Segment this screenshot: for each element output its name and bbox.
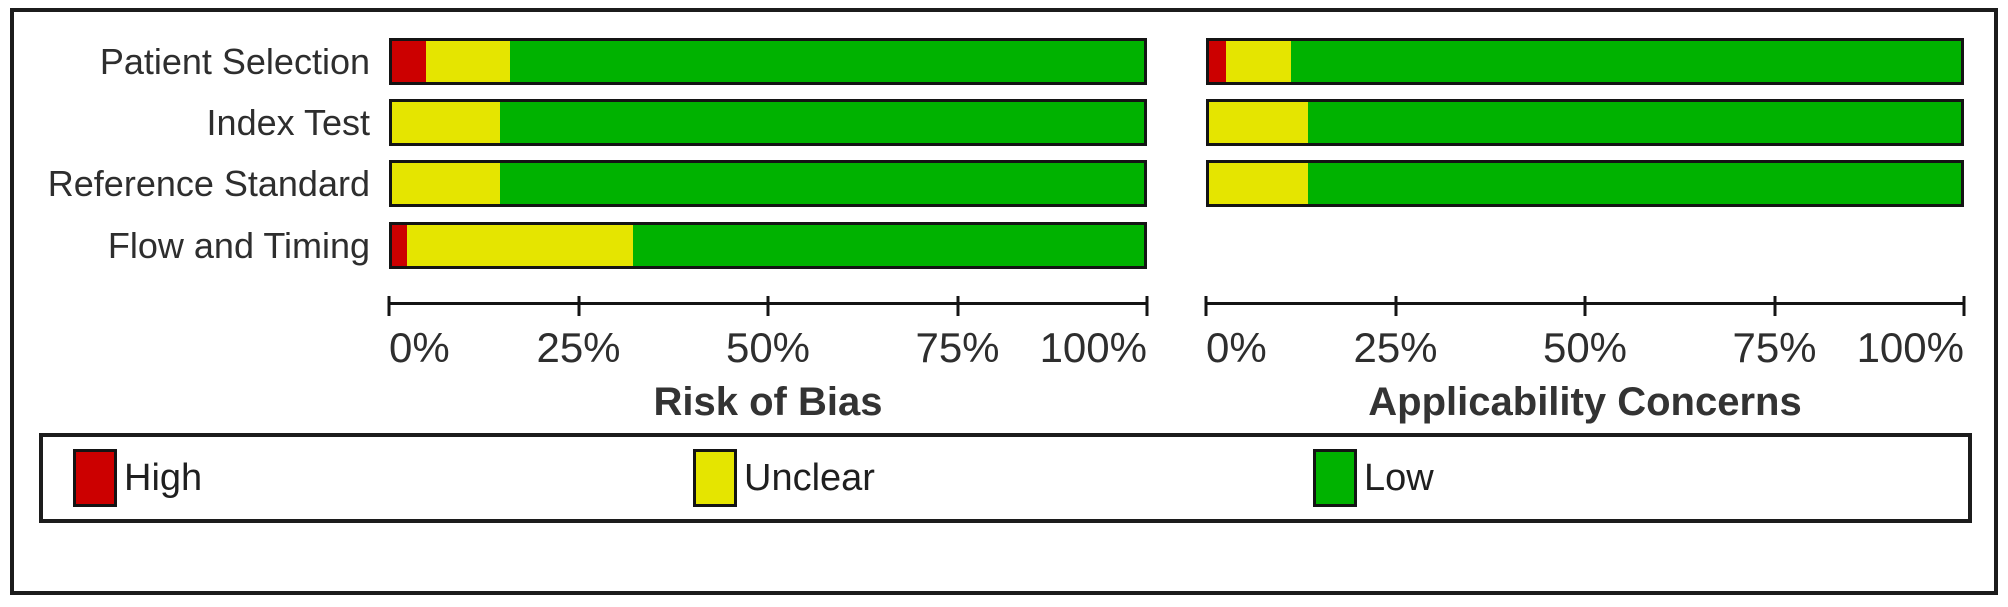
legend-label-unclear: Unclear [744, 456, 875, 499]
bar-patient-selection [389, 38, 1147, 85]
axis-tick [1394, 296, 1397, 316]
percent-axis: 0% 25% 50% 75% 100% [1204, 294, 1966, 384]
legend: High Unclear Low [39, 433, 1972, 523]
category-label-patient-selection: Patient Selection [99, 41, 370, 82]
segment-unclear [1209, 102, 1308, 143]
applicability-concerns-chart: 0% 25% 50% 75% 100% [1204, 12, 1966, 472]
segment-unclear [1209, 163, 1308, 204]
category-label-reference-standard: Reference Standard [47, 163, 370, 204]
bar-index-test [389, 99, 1147, 146]
axis-tick [1583, 296, 1587, 316]
segment-high [1209, 41, 1226, 82]
axis-tick [766, 296, 770, 316]
axis-tick [577, 296, 580, 316]
category-label-flow-and-timing: Flow and Timing [107, 225, 370, 266]
legend-item-low: Low [1313, 437, 1434, 519]
high-color-swatch [73, 449, 117, 507]
axis-tick [1773, 296, 1776, 316]
low-color-swatch [1313, 449, 1357, 507]
segment-low [510, 41, 1144, 82]
axis-tick-label: 0% [1206, 324, 1267, 371]
segment-unclear [392, 163, 500, 204]
axis-tick-label: 100% [1039, 324, 1147, 371]
axis-tick-label: 25% [1353, 324, 1438, 371]
category-label-index-test: Index Test [206, 102, 370, 143]
risk-of-bias-chart: 0% 25% 50% 75% 100% [387, 12, 1149, 472]
percent-axis: 0% 25% 50% 75% 100% [387, 294, 1149, 384]
legend-item-high: High [73, 437, 202, 519]
bar-index-test [1206, 99, 1964, 146]
axis-tick-label: 75% [1732, 324, 1817, 371]
legend-item-unclear: Unclear [693, 437, 875, 519]
legend-label-high: High [124, 456, 203, 499]
axis-tick [387, 296, 391, 316]
bar-reference-standard [389, 160, 1147, 207]
segment-unclear [1225, 41, 1291, 82]
segment-low [1307, 102, 1961, 143]
unclear-color-swatch [693, 449, 737, 507]
segment-unclear [407, 225, 633, 266]
axis-tick-label: 0% [389, 324, 450, 371]
axis-tick-label: 50% [1542, 324, 1628, 371]
segment-low [500, 102, 1144, 143]
quality-assessment-figure: Patient Selection Index Test Reference S… [10, 8, 1998, 595]
segment-low [499, 163, 1144, 204]
category-labels: Patient Selection Index Test Reference S… [14, 12, 370, 312]
axis-tick-label: 25% [536, 324, 621, 371]
axis-tick-label: 100% [1856, 324, 1964, 371]
bar-patient-selection [1206, 38, 1964, 85]
axis-tick [1204, 296, 1208, 316]
segment-high [392, 41, 426, 82]
risk-of-bias-title: Risk of Bias [653, 380, 883, 424]
axis-tick [1962, 296, 1966, 316]
axis-tick [1145, 296, 1149, 316]
segment-unclear [425, 41, 511, 82]
segment-low [632, 225, 1144, 266]
axis-tick-label: 75% [915, 324, 1000, 371]
segment-low [1307, 163, 1961, 204]
bar-reference-standard [1206, 160, 1964, 207]
segment-high [392, 225, 408, 266]
axis-tick-label: 50% [725, 324, 811, 371]
segment-unclear [392, 102, 501, 143]
axis-tick [956, 296, 959, 316]
applicability-concerns-title: Applicability Concerns [1368, 380, 1802, 424]
segment-low [1290, 41, 1961, 82]
legend-label-low: Low [1364, 456, 1434, 499]
bar-flow-and-timing [389, 222, 1147, 269]
